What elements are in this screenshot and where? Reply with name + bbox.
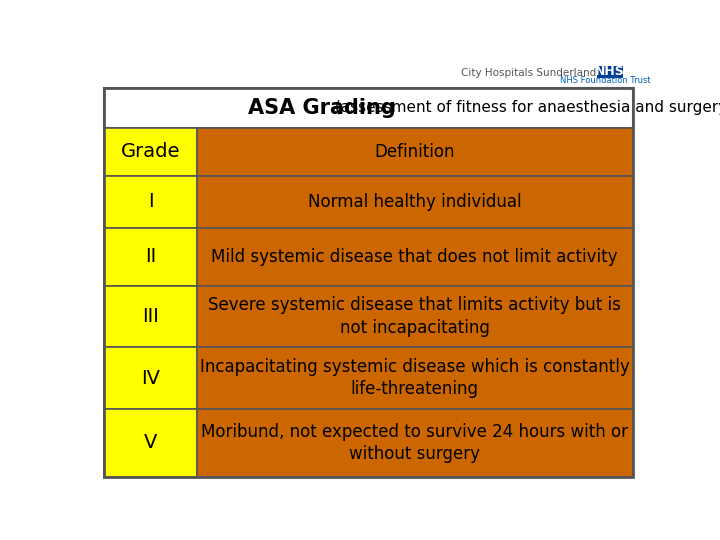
Text: Mild systemic disease that does not limit activity: Mild systemic disease that does not limi… [212,248,618,266]
Text: III: III [142,307,159,326]
Bar [104,286,197,347]
Text: Normal healthy individual: Normal healthy individual [308,193,521,211]
Text: Grade: Grade [121,143,180,161]
Text: IV: IV [141,369,160,388]
Text: (assessment of fitness for anaesthesia and surgery): (assessment of fitness for anaesthesia a… [330,100,720,116]
Text: Severe systemic disease that limits activity but is
not incapacitating: Severe systemic disease that limits acti… [208,296,621,337]
Text: V: V [144,434,157,453]
Bar [104,176,197,228]
Bar [104,347,197,409]
Bar [197,176,632,228]
Text: NHS: NHS [595,65,625,78]
Text: ASA Grading: ASA Grading [248,98,396,118]
Text: Incapacitating systemic disease which is constantly
life-threatening: Incapacitating systemic disease which is… [200,358,629,399]
Text: Moribund, not expected to survive 24 hours with or
without surgery: Moribund, not expected to survive 24 hou… [201,423,629,463]
Bar [197,347,632,409]
Text: II: II [145,247,156,266]
Bar [197,228,632,286]
Text: NHS Foundation Trust: NHS Foundation Trust [560,77,651,85]
Bar [104,128,197,176]
Bar [104,409,197,477]
Bar [597,65,624,78]
Bar [197,286,632,347]
Bar [104,88,632,128]
Text: City Hospitals Sunderland: City Hospitals Sunderland [461,68,596,78]
Bar [104,228,197,286]
Text: I: I [148,192,153,211]
Text: Definition: Definition [374,143,455,161]
Bar [197,128,632,176]
Bar [197,409,632,477]
